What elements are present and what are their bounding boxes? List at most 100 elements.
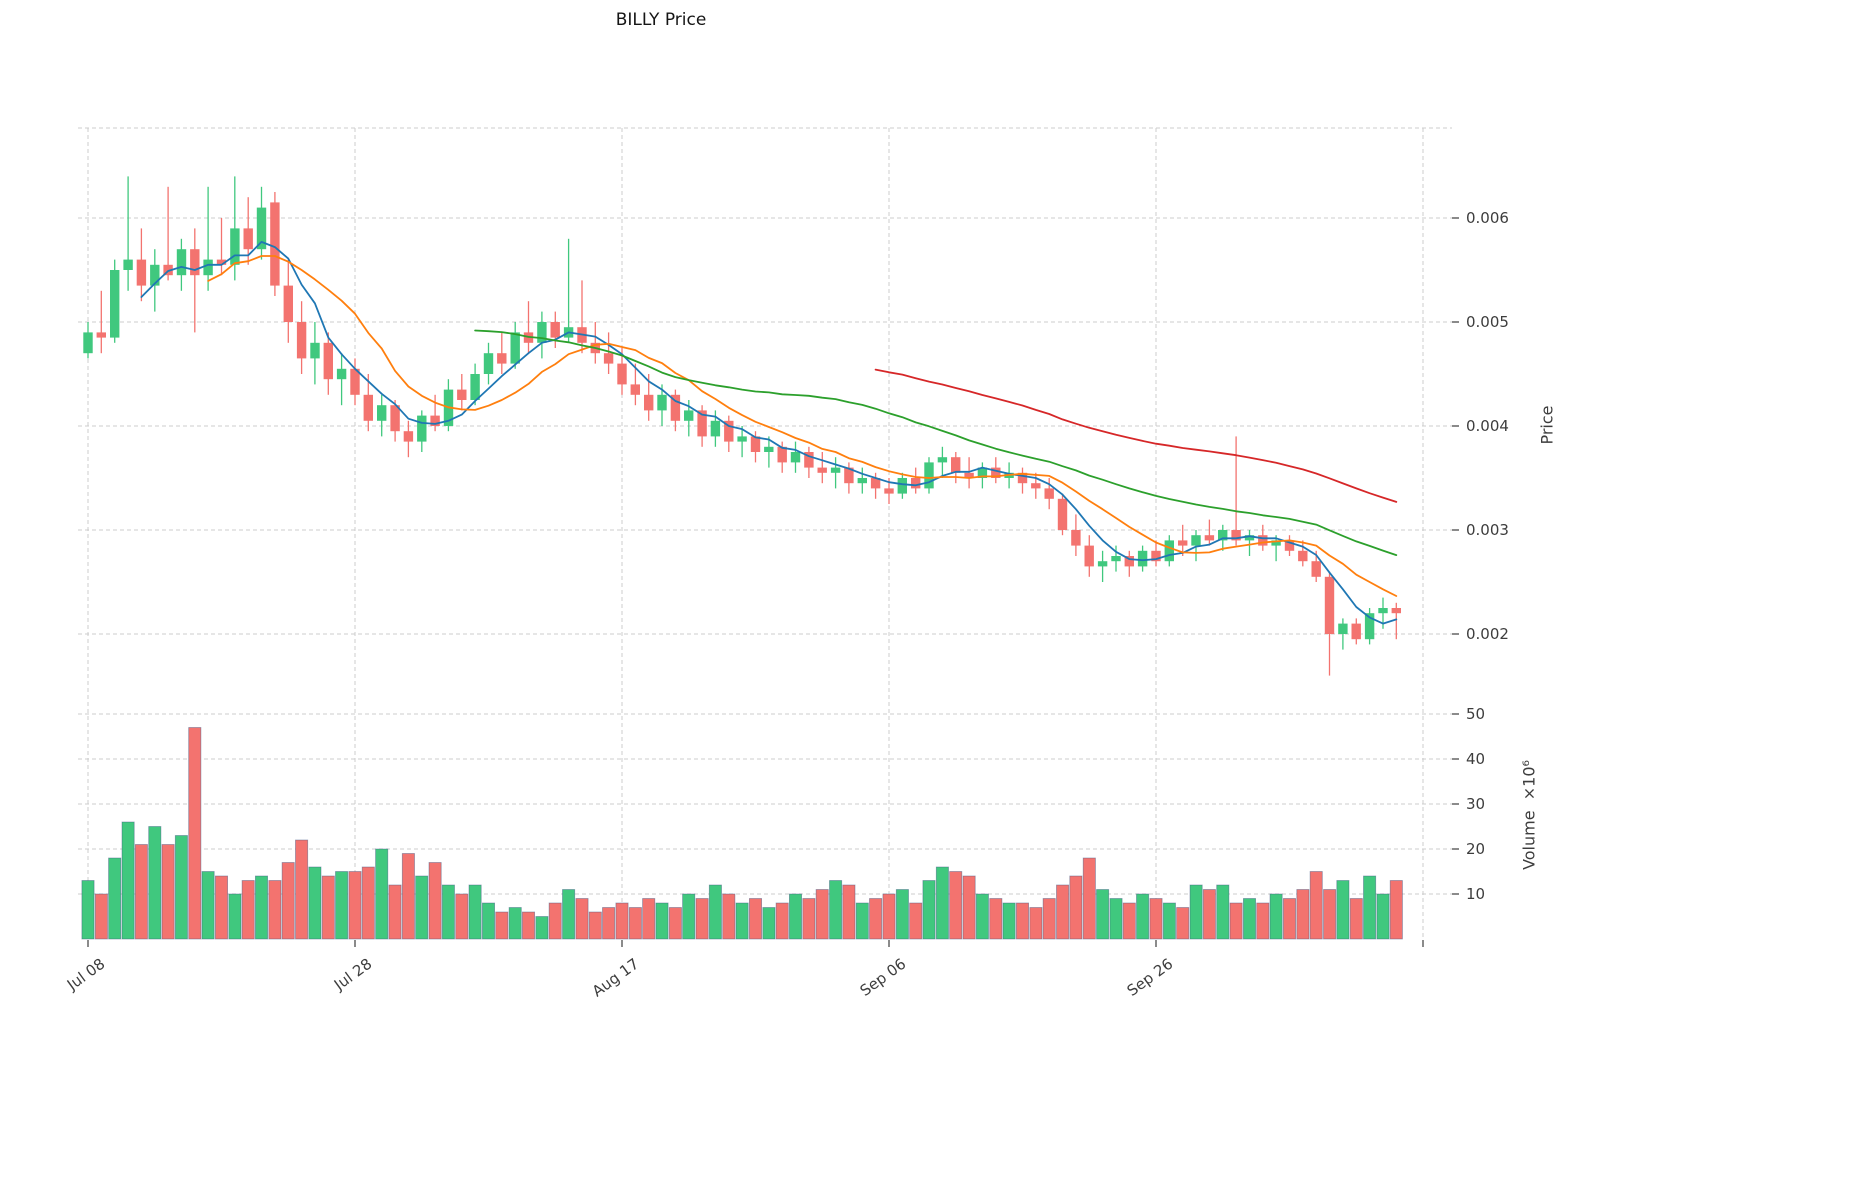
volume-bar	[415, 875, 429, 940]
volume-tick-label: 50	[1466, 705, 1485, 723]
candle-body	[256, 207, 267, 250]
volume-bar	[829, 880, 843, 940]
candle-body	[764, 446, 774, 452]
x-tick-label: Sep 06	[857, 955, 910, 1000]
candle-body	[403, 431, 414, 442]
volume-bar	[1176, 907, 1190, 940]
x-tick-label: Jul 28	[330, 955, 375, 995]
candle-body	[644, 394, 654, 411]
volume-bar	[802, 898, 816, 940]
candle-body	[724, 420, 734, 442]
candle-body	[1057, 498, 1068, 530]
price-axis-title: Price	[1537, 405, 1557, 445]
volume-bar	[1376, 893, 1390, 940]
volume-bar	[695, 898, 709, 940]
volume-bar	[949, 871, 963, 940]
volume-bar	[508, 907, 522, 940]
candle-body	[96, 332, 106, 338]
volume-bar	[1256, 902, 1270, 940]
candle-body	[1164, 540, 1174, 562]
candle-body	[150, 264, 160, 286]
volume-bar	[295, 839, 309, 940]
candle-body	[510, 332, 520, 364]
x-tick-label: Aug 17	[589, 955, 643, 1001]
candle-body	[1298, 550, 1308, 562]
ma-line-30	[474, 329, 1398, 556]
volume-bar	[1136, 893, 1150, 940]
candle-body	[457, 389, 467, 400]
volume-bar	[1069, 875, 1083, 940]
volume-bar	[722, 893, 736, 940]
volume-bar	[1149, 898, 1163, 940]
chart-title: BILLY Price	[615, 10, 707, 30]
candle-body	[243, 228, 253, 250]
candle-body	[1244, 535, 1255, 541]
volume-bar	[148, 826, 162, 940]
volume-bar	[1216, 884, 1230, 940]
volume-bar	[254, 875, 268, 940]
candle-body	[1271, 540, 1281, 546]
candle-body	[1351, 623, 1361, 640]
volume-bar	[1002, 902, 1016, 940]
volume-bar	[401, 853, 415, 940]
volume-bar	[789, 893, 803, 940]
candle-body	[1378, 608, 1388, 614]
volume-bar	[962, 875, 976, 940]
ma-layer	[140, 241, 1398, 625]
candle-body	[390, 405, 400, 432]
volume-bar	[335, 871, 349, 940]
volume-bar	[361, 866, 375, 940]
volume-bar	[1243, 898, 1257, 940]
candle-body	[110, 270, 120, 338]
candle-body	[830, 467, 841, 473]
volume-bar	[495, 911, 509, 940]
candle-body	[1178, 540, 1188, 546]
volume-bar	[602, 907, 616, 940]
volume-bar	[1042, 898, 1056, 940]
volume-bar	[1269, 893, 1283, 940]
candle-body	[710, 420, 721, 437]
candle-body	[203, 259, 213, 276]
volume-bar	[842, 884, 856, 940]
volume-bar	[775, 902, 789, 940]
candle-body	[977, 467, 988, 478]
candle-body	[1191, 535, 1201, 546]
volume-bar	[1202, 889, 1216, 940]
candle-body	[924, 462, 934, 489]
candle-body	[657, 394, 667, 411]
candle-body	[1324, 576, 1335, 634]
volume-bar	[214, 875, 228, 940]
price-tick-label: 0.006	[1466, 209, 1509, 227]
candle-body	[483, 353, 494, 374]
volume-bar	[1296, 889, 1310, 940]
volume-bar	[682, 893, 696, 940]
candle-body	[470, 374, 480, 400]
candle-body	[603, 353, 614, 364]
volume-bar	[1323, 889, 1337, 940]
volume-bar	[1309, 871, 1323, 940]
candle-body	[270, 202, 280, 286]
volume-tick-label: 40	[1466, 750, 1485, 768]
candle-body	[123, 259, 133, 270]
candle-body	[1284, 540, 1295, 551]
volume-layer	[81, 727, 1403, 940]
candle-body	[323, 342, 333, 380]
candle-body	[737, 436, 747, 442]
volume-bar	[188, 727, 202, 940]
volume-bar	[108, 857, 122, 940]
volume-bar	[989, 898, 1003, 940]
candle-body	[283, 285, 293, 322]
volume-bar	[535, 916, 549, 940]
candle-body	[350, 368, 360, 395]
candle-body	[296, 322, 307, 359]
volume-axis-title: Volume ×10⁶	[1519, 760, 1539, 870]
candle-body	[1338, 623, 1348, 634]
candle-body	[1231, 530, 1241, 541]
volume-bar	[975, 893, 989, 940]
volume-bar	[201, 871, 215, 940]
candle-body	[336, 368, 347, 380]
candle-body	[176, 249, 187, 276]
price-tick-label: 0.005	[1466, 313, 1509, 331]
